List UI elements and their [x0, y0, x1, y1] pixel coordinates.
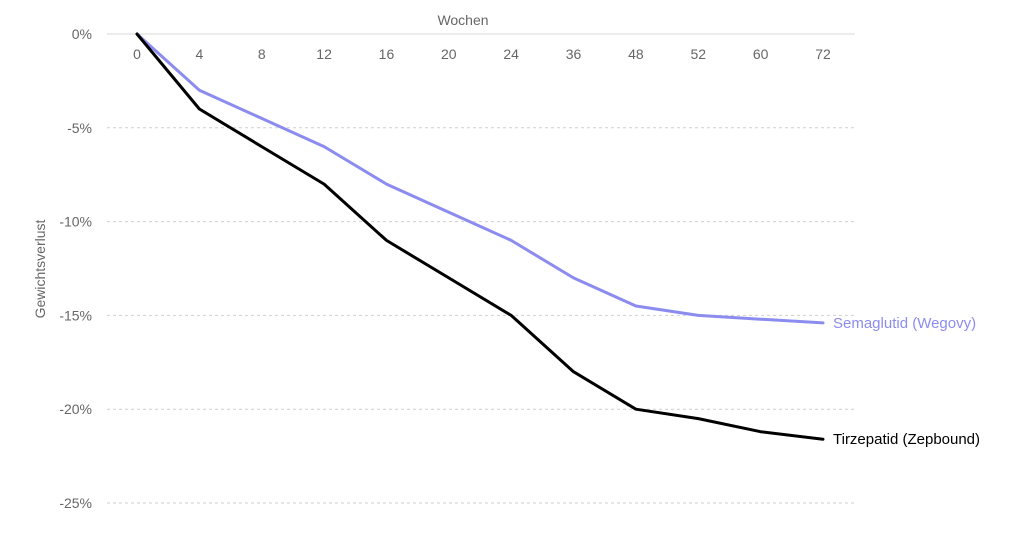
y-tick-labels: 0% -5% -10% -15% -20% -25% [59, 26, 92, 511]
x-tick-label-11: 72 [815, 46, 831, 62]
series-line-0 [135, 32, 825, 325]
x-tick-label-3: 12 [316, 46, 332, 62]
x-tick-label-2: 8 [258, 46, 266, 62]
y-axis-title: Gewichtsverlust [32, 219, 48, 318]
grid-layer [107, 33, 855, 504]
y-tick-label-5: -25% [59, 495, 92, 511]
x-axis-title: Wochen [437, 12, 488, 28]
x-tick-labels: 0 4 8 12 16 20 24 36 48 52 60 72 [133, 46, 831, 62]
y-tick-label-0: 0% [72, 26, 92, 42]
series-label-1: Tirzepatid (Zepbound) [833, 431, 980, 448]
y-tick-label-1: -5% [67, 120, 92, 136]
x-tick-label-6: 24 [503, 46, 519, 62]
series-labels: Semaglutid (Wegovy) Tirzepatid (Zepbound) [833, 315, 980, 448]
y-tick-label-2: -10% [59, 214, 92, 230]
series-label-0: Semaglutid (Wegovy) [833, 315, 976, 332]
x-tick-label-5: 20 [441, 46, 457, 62]
x-tick-label-8: 48 [628, 46, 644, 62]
y-tick-label-3: -15% [59, 307, 92, 323]
x-tick-label-10: 60 [753, 46, 769, 62]
x-tick-label-4: 16 [379, 46, 395, 62]
series-line-1 [135, 32, 825, 441]
x-tick-label-9: 52 [690, 46, 706, 62]
x-tick-label-0: 0 [133, 46, 141, 62]
series-layer [135, 32, 825, 441]
x-tick-label-1: 4 [195, 46, 203, 62]
y-tick-label-4: -20% [59, 401, 92, 417]
x-tick-label-7: 36 [566, 46, 582, 62]
